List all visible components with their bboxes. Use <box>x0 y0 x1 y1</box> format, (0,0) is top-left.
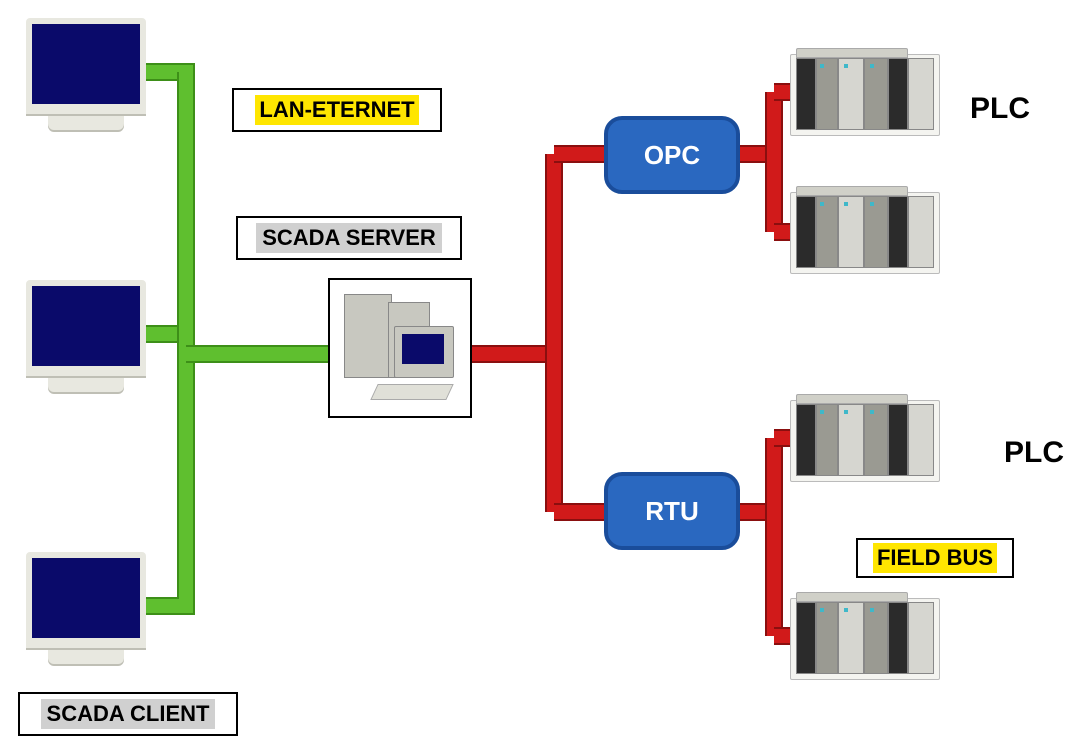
scada-client-text: SCADA CLIENT <box>41 699 216 729</box>
opc-node: OPC <box>604 116 740 194</box>
plc-device-3 <box>790 394 940 482</box>
plc-device-1 <box>790 48 940 136</box>
scada-client-monitor-2 <box>26 280 146 392</box>
scada-server-icon <box>328 278 472 418</box>
lan-ethernet-text: LAN-ETERNET <box>255 95 418 125</box>
field-bus-text: FIELD BUS <box>873 543 997 573</box>
scada-server-label: SCADA SERVER <box>236 216 462 260</box>
plc-device-2 <box>790 186 940 274</box>
plc-label-bottom: PLC <box>1004 436 1064 470</box>
scada-server-text: SCADA SERVER <box>256 223 442 253</box>
field-bus-label: FIELD BUS <box>856 538 1014 578</box>
plc-label-top: PLC <box>970 92 1030 126</box>
opc-node-label: OPC <box>644 140 700 171</box>
rtu-node-label: RTU <box>645 496 698 527</box>
plc-device-4 <box>790 592 940 680</box>
lan-ethernet-label: LAN-ETERNET <box>232 88 442 132</box>
rtu-node: RTU <box>604 472 740 550</box>
scada-client-label: SCADA CLIENT <box>18 692 238 736</box>
scada-client-monitor-3 <box>26 552 146 664</box>
scada-client-monitor-1 <box>26 18 146 130</box>
